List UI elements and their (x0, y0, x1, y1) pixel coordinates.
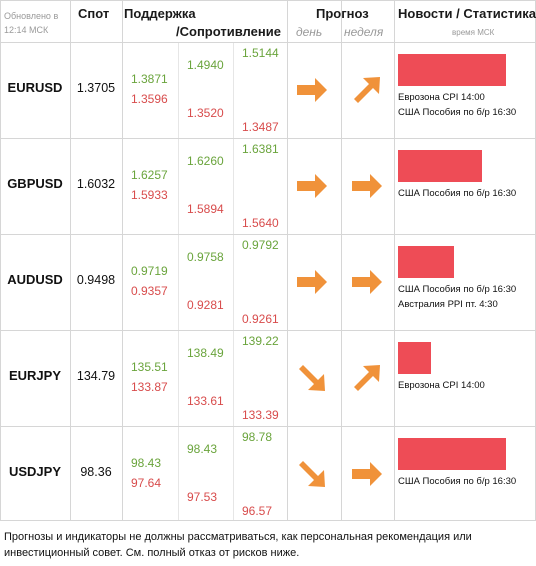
news-item: США Пособия по б/р 16:30 (398, 188, 517, 199)
arrow-right-icon (295, 265, 329, 299)
arrow-right-icon (350, 265, 384, 299)
support-level-1: 1.6257 (131, 168, 168, 182)
support-level-3: 0.9792 (242, 238, 279, 252)
resistance-header: /Сопротивление (176, 24, 281, 39)
news-impact-bar (398, 150, 482, 182)
resistance-level-3: 96.57 (242, 504, 273, 518)
news-impact-bar (398, 342, 431, 374)
currency-pair-label: GBPUSD (7, 176, 63, 191)
resistance-level-1: 1.5933 (131, 188, 168, 202)
news-item: Австралия PPI пт. 4:30 (398, 299, 498, 310)
resistance-level-3: 133.39 (242, 408, 279, 422)
support-level-2: 0.9758 (187, 250, 224, 264)
support-level-1: 1.3871 (131, 72, 168, 86)
resistance-level-1: 133.87 (131, 380, 168, 394)
support-level-2: 1.4940 (187, 58, 224, 72)
news-impact-bar (398, 438, 506, 470)
support-level-1: 0.9719 (131, 264, 168, 278)
arrow-down-right-icon (295, 361, 329, 395)
spot-price: 98.36 (80, 465, 112, 479)
support-level-3: 98.78 (242, 430, 273, 444)
updated-time-label: Обновлено в 12:14 МСК (4, 11, 59, 35)
arrow-right-icon (350, 169, 384, 203)
arrow-up-right-icon (350, 73, 384, 107)
news-impact-bar (398, 246, 454, 278)
support-level-1: 98.43 (131, 456, 162, 470)
support-level-2: 98.43 (187, 442, 218, 456)
spot-header: Спот (78, 6, 110, 21)
resistance-level-2: 1.5894 (187, 202, 224, 216)
currency-pair-label: AUDUSD (7, 272, 63, 287)
arrow-right-icon (295, 73, 329, 107)
support-header: Поддержка (124, 6, 196, 21)
news-item: США Пособия по б/р 16:30 (398, 107, 517, 118)
arrow-right-icon (295, 169, 329, 203)
currency-pair-label: EURUSD (7, 80, 63, 95)
news-item: США Пособия по б/р 16:30 (398, 476, 517, 487)
support-level-2: 1.6260 (187, 154, 224, 168)
news-item: Еврозона CPI 14:00 (398, 92, 485, 103)
resistance-level-2: 133.61 (187, 394, 224, 408)
support-level-3: 1.5144 (242, 46, 279, 60)
disclaimer-text: Прогнозы и индикаторы не должны рассматр… (4, 531, 472, 559)
arrow-right-icon (350, 457, 384, 491)
support-level-3: 139.22 (242, 334, 279, 348)
forecast-week-label: неделя (344, 25, 384, 39)
resistance-level-1: 97.64 (131, 476, 162, 490)
news-header: Новости / Статистика (398, 6, 536, 21)
resistance-level-2: 1.3520 (187, 106, 224, 120)
support-level-1: 135.51 (131, 360, 168, 374)
forecast-header: Прогноз (316, 6, 369, 21)
spot-price: 1.3705 (76, 81, 116, 95)
currency-pair-label: EURJPY (8, 368, 62, 383)
spot-price: 1.6032 (76, 177, 116, 191)
resistance-level-3: 0.9261 (242, 312, 279, 326)
news-item: Еврозона CPI 14:00 (398, 380, 485, 391)
support-level-2: 138.49 (187, 346, 224, 360)
resistance-level-2: 0.9281 (187, 298, 224, 312)
forex-table: Обновлено в 12:14 МСК Спот Поддержка /Со… (0, 0, 536, 521)
arrow-up-right-icon (350, 361, 384, 395)
news-impact-bar (398, 54, 506, 86)
resistance-level-1: 1.3596 (131, 92, 168, 106)
resistance-level-2: 97.53 (187, 490, 218, 504)
currency-pair-label: USDJPY (8, 464, 62, 479)
support-level-3: 1.6381 (242, 142, 279, 156)
spot-price: 134.79 (76, 369, 116, 383)
arrow-down-right-icon (295, 457, 329, 491)
time-note: время МСК (452, 28, 495, 37)
resistance-level-3: 1.5640 (242, 216, 279, 230)
resistance-level-3: 1.3487 (242, 120, 279, 134)
news-item: США Пособия по б/р 16:30 (398, 284, 517, 295)
resistance-level-1: 0.9357 (131, 284, 168, 298)
forecast-day-label: день (296, 25, 323, 39)
spot-price: 0.9498 (76, 273, 116, 287)
